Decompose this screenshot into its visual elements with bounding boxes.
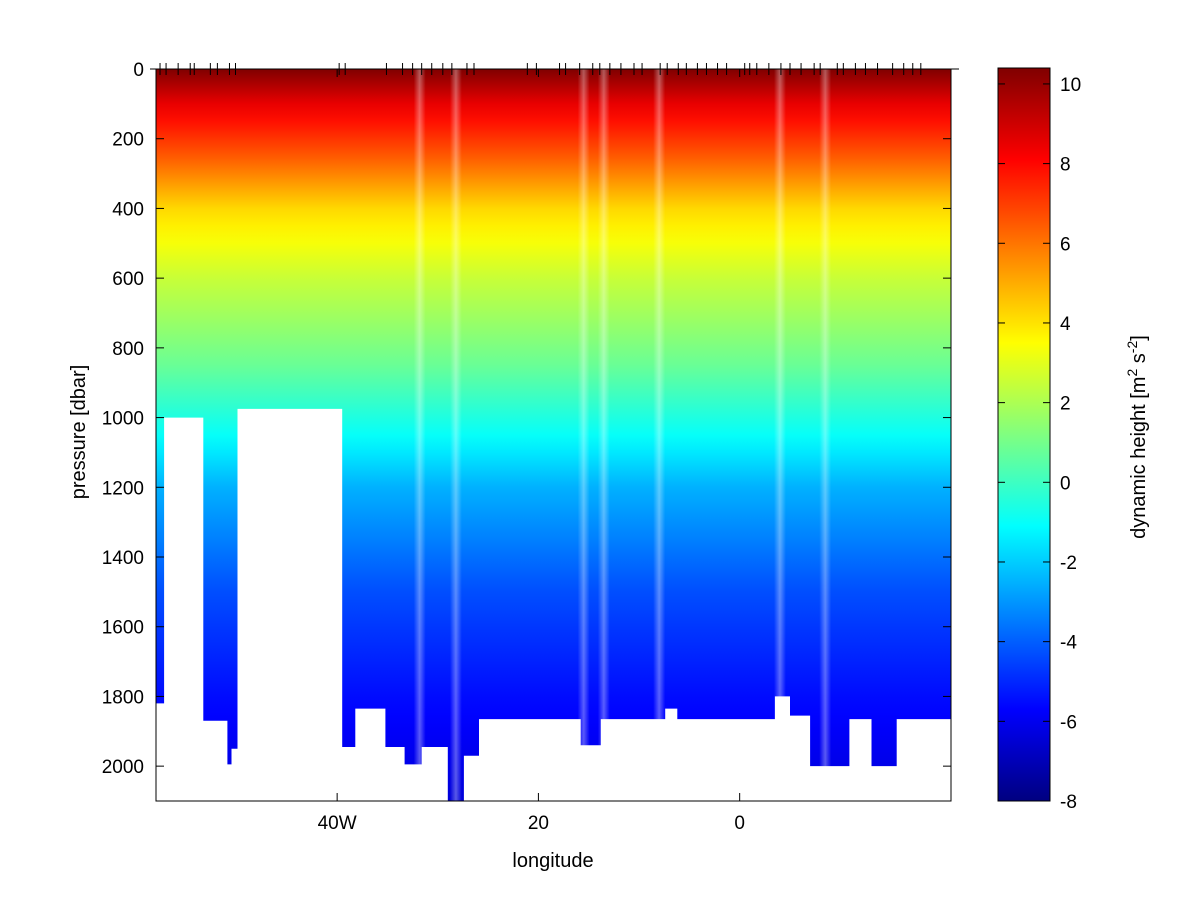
colorbar-tick-label: 10 xyxy=(1060,75,1081,96)
y-axis: 0 200 400 600 800 1000 1200 1400 1600 1800 2000 xyxy=(102,60,951,778)
station-anomaly-band xyxy=(819,69,832,801)
colorbar-label-mid: s xyxy=(1128,353,1150,369)
y-tick-label: 600 xyxy=(112,269,144,290)
seafloor-mask xyxy=(156,408,951,801)
station-anomaly-band xyxy=(653,69,666,801)
y-axis-label: pressure [dbar] xyxy=(68,365,90,500)
station-anomaly-bands xyxy=(413,69,832,801)
colorbar-label-sup-1: 2 xyxy=(1124,369,1140,377)
y-tick-label: 0 xyxy=(133,60,144,81)
station-anomaly-band xyxy=(577,69,590,801)
station-markers xyxy=(150,63,959,75)
colorbar-tick-label: 6 xyxy=(1060,234,1071,255)
colorbar-tick-label: -2 xyxy=(1060,553,1077,574)
y-tick-label: 800 xyxy=(112,339,144,360)
y-tick-label: 2000 xyxy=(102,757,144,778)
station-anomaly-band xyxy=(597,69,610,801)
colorbar-tick-label: -8 xyxy=(1060,792,1077,813)
colorbar-tick-label: -4 xyxy=(1060,633,1077,654)
x-tick-label: 0 xyxy=(734,813,745,834)
y-tick-label: 1600 xyxy=(102,618,144,639)
y-tick-label: 1000 xyxy=(102,409,144,430)
colorbar-tick-label: 4 xyxy=(1060,314,1071,335)
colorbar-gradient xyxy=(998,68,1050,801)
x-tick-label: 20 xyxy=(528,813,549,834)
colorbar-label-end: ] xyxy=(1128,335,1150,341)
colorbar-ticks: -8 -6 -4 -2 0 2 4 6 8 10 xyxy=(998,75,1081,813)
colorbar-label: dynamic height [m2 s-2] xyxy=(1124,335,1150,539)
colorbar-tick-label: 2 xyxy=(1060,394,1071,415)
x-axis-label: longitude xyxy=(512,850,593,872)
colorbar-frame xyxy=(997,67,1051,802)
colorbar-tick-label: 0 xyxy=(1060,473,1071,494)
y-tick-label: 400 xyxy=(112,199,144,220)
colorbar-label-main: dynamic height [m xyxy=(1128,377,1150,539)
x-axis: 40W 20 0 xyxy=(318,69,745,834)
station-anomaly-band xyxy=(773,69,786,801)
y-tick-label: 200 xyxy=(112,130,144,151)
x-tick-label: 40W xyxy=(318,813,357,834)
station-anomaly-band xyxy=(413,69,426,801)
colorbar-tick-label: -6 xyxy=(1060,712,1077,733)
station-anomaly-band xyxy=(449,69,462,801)
y-tick-label: 1400 xyxy=(102,548,144,569)
y-tick-label: 1800 xyxy=(102,687,144,708)
colorbar-label-sup-2: -2 xyxy=(1124,341,1140,354)
colorbar-tick-label: 8 xyxy=(1060,155,1071,176)
plot-area xyxy=(156,69,951,801)
y-tick-label: 1200 xyxy=(102,478,144,499)
